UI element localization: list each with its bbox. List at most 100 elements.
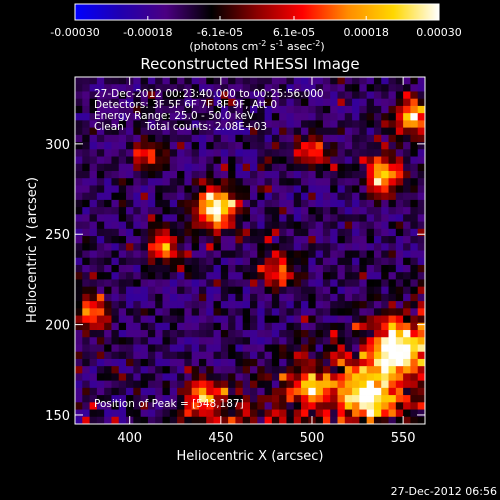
heatmap-pixel: [198, 416, 207, 424]
heatmap-pixel: [293, 301, 302, 309]
heatmap-pixel: [257, 387, 265, 396]
heatmap-pixel: [82, 113, 90, 121]
heatmap-pixel: [301, 91, 309, 100]
heatmap-pixel: [271, 178, 280, 186]
heatmap-pixel: [286, 257, 295, 266]
heatmap-pixel: [162, 192, 171, 201]
heatmap-pixel: [75, 127, 83, 136]
heatmap-pixel: [388, 330, 397, 338]
heatmap-pixel: [330, 264, 338, 273]
heatmap-pixel: [264, 228, 273, 237]
heatmap-pixel: [308, 264, 317, 273]
heatmap-pixel: [250, 337, 258, 345]
heatmap-pixel: [344, 330, 353, 338]
heatmap-pixel: [388, 120, 397, 129]
heatmap-pixel: [198, 84, 207, 92]
heatmap-pixel: [301, 257, 309, 266]
heatmap-pixel: [177, 344, 185, 353]
heatmap-pixel: [322, 351, 331, 360]
heatmap-pixel: [206, 149, 214, 157]
heatmap-pixel: [417, 344, 425, 353]
heatmap-pixel: [104, 337, 112, 345]
heatmap-pixel: [198, 236, 207, 244]
heatmap-pixel: [301, 366, 309, 374]
heatmap-pixel: [220, 113, 229, 121]
heatmap-pixel: [162, 98, 171, 107]
heatmap-pixel: [147, 221, 156, 230]
heatmap-pixel: [388, 214, 397, 222]
heatmap-pixel: [293, 402, 302, 410]
heatmap-pixel: [373, 221, 382, 230]
heatmap-pixel: [279, 228, 287, 237]
heatmap-pixel: [147, 207, 156, 215]
heatmap-pixel: [308, 250, 317, 259]
heatmap-pixel: [191, 142, 200, 150]
heatmap-pixel: [162, 113, 171, 121]
heatmap-pixel: [388, 236, 397, 244]
heatmap-pixel: [111, 395, 120, 403]
heatmap-pixel: [111, 91, 120, 100]
heatmap-pixel: [126, 199, 134, 208]
heatmap-pixel: [140, 199, 149, 208]
heatmap-pixel: [140, 351, 149, 360]
heatmap-pixel: [359, 301, 368, 309]
heatmap-pixel: [220, 236, 229, 244]
heatmap-pixel: [184, 134, 193, 143]
heatmap-pixel: [286, 322, 295, 331]
heatmap-pixel: [228, 236, 236, 244]
heatmap-pixel: [177, 351, 185, 360]
heatmap-pixel: [213, 308, 222, 316]
heatmap-pixel: [366, 358, 375, 367]
heatmap-pixel: [111, 105, 120, 114]
heatmap-pixel: [242, 105, 251, 114]
heatmap-pixel: [322, 127, 331, 136]
heatmap-pixel: [104, 373, 112, 382]
heatmap-pixel: [191, 207, 200, 215]
heatmap-pixel: [169, 120, 178, 129]
heatmap-pixel: [89, 149, 98, 157]
heatmap-pixel: [147, 163, 156, 172]
heatmap-pixel: [337, 228, 346, 237]
heatmap-pixel: [352, 264, 360, 273]
heatmap-pixel: [126, 243, 134, 251]
heatmap-pixel: [337, 170, 346, 179]
heatmap-pixel: [75, 286, 83, 295]
heatmap-pixel: [315, 192, 324, 201]
heatmap-pixel: [213, 185, 222, 194]
heatmap-pixel: [75, 272, 83, 280]
heatmap-pixel: [228, 113, 236, 121]
heatmap-pixel: [126, 170, 134, 179]
heatmap-pixel: [395, 84, 404, 92]
heatmap-pixel: [82, 178, 90, 186]
heatmap-pixel: [257, 214, 265, 222]
heatmap-pixel: [301, 264, 309, 273]
heatmap-pixel: [169, 279, 178, 288]
heatmap-pixel: [337, 134, 346, 143]
heatmap-pixel: [395, 156, 404, 165]
heatmap-pixel: [337, 301, 346, 309]
heatmap-pixel: [315, 113, 324, 121]
heatmap-pixel: [82, 77, 90, 85]
heatmap-pixel: [235, 243, 244, 251]
heatmap-pixel: [359, 98, 368, 107]
heatmap-pixel: [352, 120, 360, 129]
heatmap-pixel: [242, 91, 251, 100]
heatmap-pixel: [198, 250, 207, 259]
heatmap-pixel: [308, 293, 317, 302]
heatmap-pixel: [344, 77, 353, 85]
heatmap-pixel: [220, 250, 229, 259]
heatmap-pixel: [279, 330, 287, 338]
heatmap-pixel: [126, 279, 134, 288]
heatmap-pixel: [352, 286, 360, 295]
heatmap-pixel: [286, 308, 295, 316]
heatmap-pixel: [191, 214, 200, 222]
heatmap-pixel: [155, 192, 163, 201]
heatmap-pixel: [352, 402, 360, 410]
heatmap-pixel: [198, 351, 207, 360]
heatmap-pixel: [213, 416, 222, 424]
heatmap-pixel: [403, 387, 411, 396]
heatmap-pixel: [417, 134, 425, 143]
heatmap-pixel: [155, 308, 163, 316]
heatmap-pixel: [96, 373, 105, 382]
heatmap-pixel: [242, 134, 251, 143]
